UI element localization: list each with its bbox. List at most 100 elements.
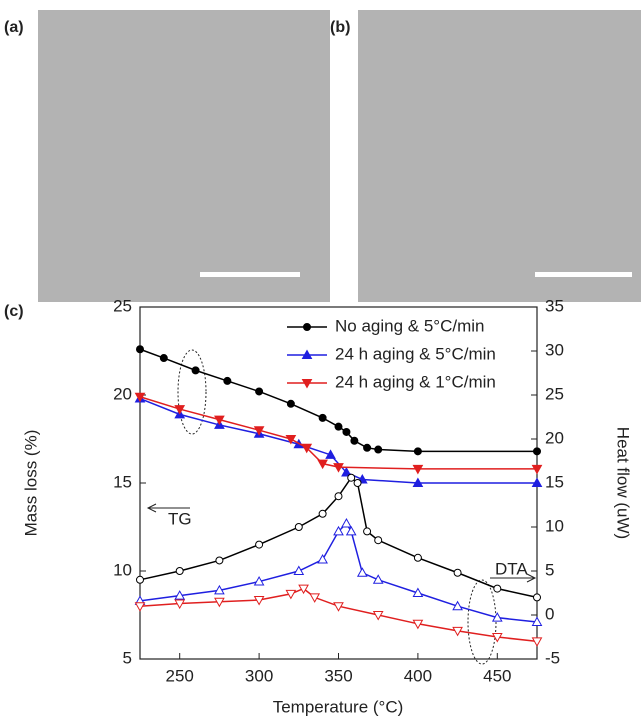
marker [334, 422, 343, 431]
annotation: DTA [495, 559, 528, 578]
marker [452, 626, 463, 637]
series-line [139, 587, 538, 643]
x-tick-label: 350 [324, 666, 352, 685]
legend-label: 24 h aging & 1°C/min [335, 372, 496, 391]
series-line [139, 397, 537, 484]
marker [334, 492, 343, 501]
marker [214, 597, 225, 608]
marker [253, 426, 265, 436]
y2-tick-label: 30 [545, 340, 564, 359]
marker [412, 477, 424, 487]
marker [374, 536, 383, 545]
marker [341, 517, 352, 528]
y2-tick-label: 20 [545, 428, 564, 447]
marker [453, 568, 462, 577]
marker [214, 415, 225, 426]
y2-tick-label: 15 [545, 472, 564, 491]
x-axis-label: Temperature (°C) [273, 697, 404, 716]
marker [341, 466, 352, 477]
marker [412, 464, 424, 475]
marker [491, 633, 503, 643]
legend-label: 24 h aging & 5°C/min [335, 344, 496, 363]
marker [298, 584, 309, 595]
marker [136, 345, 144, 354]
marker [531, 464, 543, 475]
marker [293, 565, 305, 575]
marker [318, 413, 327, 422]
annotation: TG [168, 509, 192, 528]
marker [363, 443, 372, 452]
marker [174, 599, 186, 610]
y-tick-label: 15 [113, 472, 132, 491]
y-tick-label: 20 [113, 384, 132, 403]
series-line [139, 396, 537, 470]
scale-bar [200, 272, 300, 277]
y-tick-label: 25 [113, 296, 132, 315]
marker [223, 376, 232, 385]
marker [374, 445, 383, 454]
marker [159, 354, 168, 363]
series-line [139, 348, 537, 453]
marker [134, 392, 146, 403]
marker [350, 436, 359, 445]
y-tick-label: 5 [123, 648, 132, 667]
marker [134, 602, 146, 612]
panel-label: (c) [4, 303, 24, 320]
marker [533, 447, 541, 456]
marker [174, 405, 186, 415]
marker [363, 527, 372, 536]
marker [493, 584, 502, 593]
marker [175, 567, 184, 575]
marker [255, 387, 264, 396]
marker [533, 593, 541, 602]
y2-tick-label: 5 [545, 560, 554, 579]
y-tick-label: 10 [113, 560, 132, 579]
y2-tick-label: 35 [545, 296, 564, 315]
marker [491, 612, 503, 622]
x-tick-label: 450 [483, 666, 511, 685]
marker [255, 540, 264, 549]
marker [353, 479, 362, 487]
panel-label: (a) [4, 19, 24, 36]
marker [531, 477, 543, 487]
y2-tick-label: 10 [545, 516, 564, 535]
marker [531, 616, 543, 627]
marker [285, 589, 297, 600]
legend-label: No aging & 5°C/min [335, 316, 484, 335]
marker [413, 553, 422, 562]
annotation-arrows [146, 349, 537, 665]
marker [372, 611, 384, 621]
marker [372, 574, 384, 584]
marker [318, 509, 327, 518]
marker [301, 443, 313, 454]
marker [309, 593, 321, 603]
marker [301, 349, 313, 359]
marker [333, 525, 344, 536]
x-tick-label: 250 [166, 666, 194, 685]
marker [174, 590, 186, 600]
x-tick-label: 400 [404, 666, 432, 685]
panel-label: (b) [330, 19, 350, 36]
y2-tick-label: -5 [545, 648, 560, 667]
marker [412, 587, 424, 597]
marker [333, 463, 344, 473]
marker [342, 427, 351, 436]
sem-texture-b [358, 10, 641, 302]
marker [531, 637, 543, 647]
marker [136, 575, 144, 584]
marker [356, 567, 368, 577]
marker [215, 556, 224, 565]
marker [286, 399, 295, 408]
marker [325, 449, 336, 459]
y2-tick-label: 25 [545, 384, 564, 403]
marker [412, 619, 424, 630]
y2-tick-label: 0 [545, 604, 554, 623]
marker [452, 600, 463, 611]
marker [253, 576, 265, 586]
marker [413, 447, 422, 456]
y-axis-label: Mass loss (%) [21, 430, 40, 537]
marker [333, 602, 344, 612]
marker [317, 459, 328, 470]
marker [191, 366, 200, 375]
